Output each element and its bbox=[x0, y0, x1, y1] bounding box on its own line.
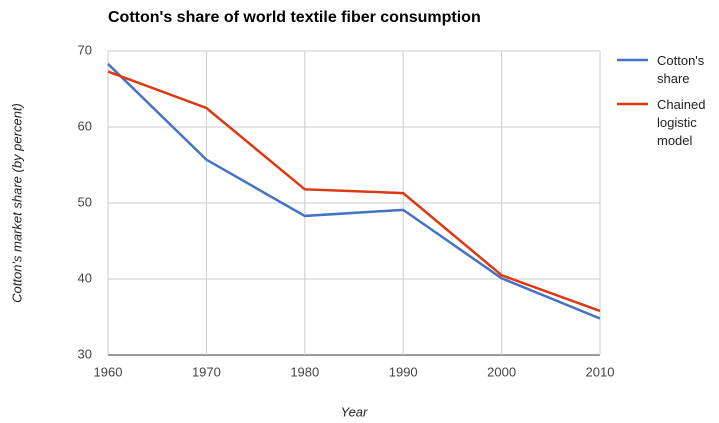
x-tick-label: 1990 bbox=[389, 364, 418, 379]
legend-label: Chained logistic model bbox=[657, 97, 706, 148]
x-axis-label: Year bbox=[341, 404, 368, 419]
y-tick-label: 30 bbox=[78, 346, 92, 361]
y-axis-label: Cotton's market share (by percent) bbox=[9, 103, 24, 303]
line-series bbox=[107, 70, 601, 313]
x-tick-label: 1980 bbox=[290, 364, 319, 379]
x-tick-label: 2010 bbox=[586, 364, 615, 379]
y-tick-label: 50 bbox=[78, 194, 92, 209]
legend-label: Cotton's share bbox=[657, 53, 705, 86]
x-tick-label: 1960 bbox=[94, 364, 123, 379]
x-tick-label: 1970 bbox=[192, 364, 221, 379]
chart-title: Cotton's share of world textile fiber co… bbox=[108, 9, 481, 26]
y-tick-label: 60 bbox=[78, 118, 92, 133]
line-series bbox=[107, 63, 601, 320]
y-tick-label: 40 bbox=[78, 270, 92, 285]
y-tick-label: 70 bbox=[78, 42, 92, 57]
x-tick-label: 2000 bbox=[487, 364, 516, 379]
